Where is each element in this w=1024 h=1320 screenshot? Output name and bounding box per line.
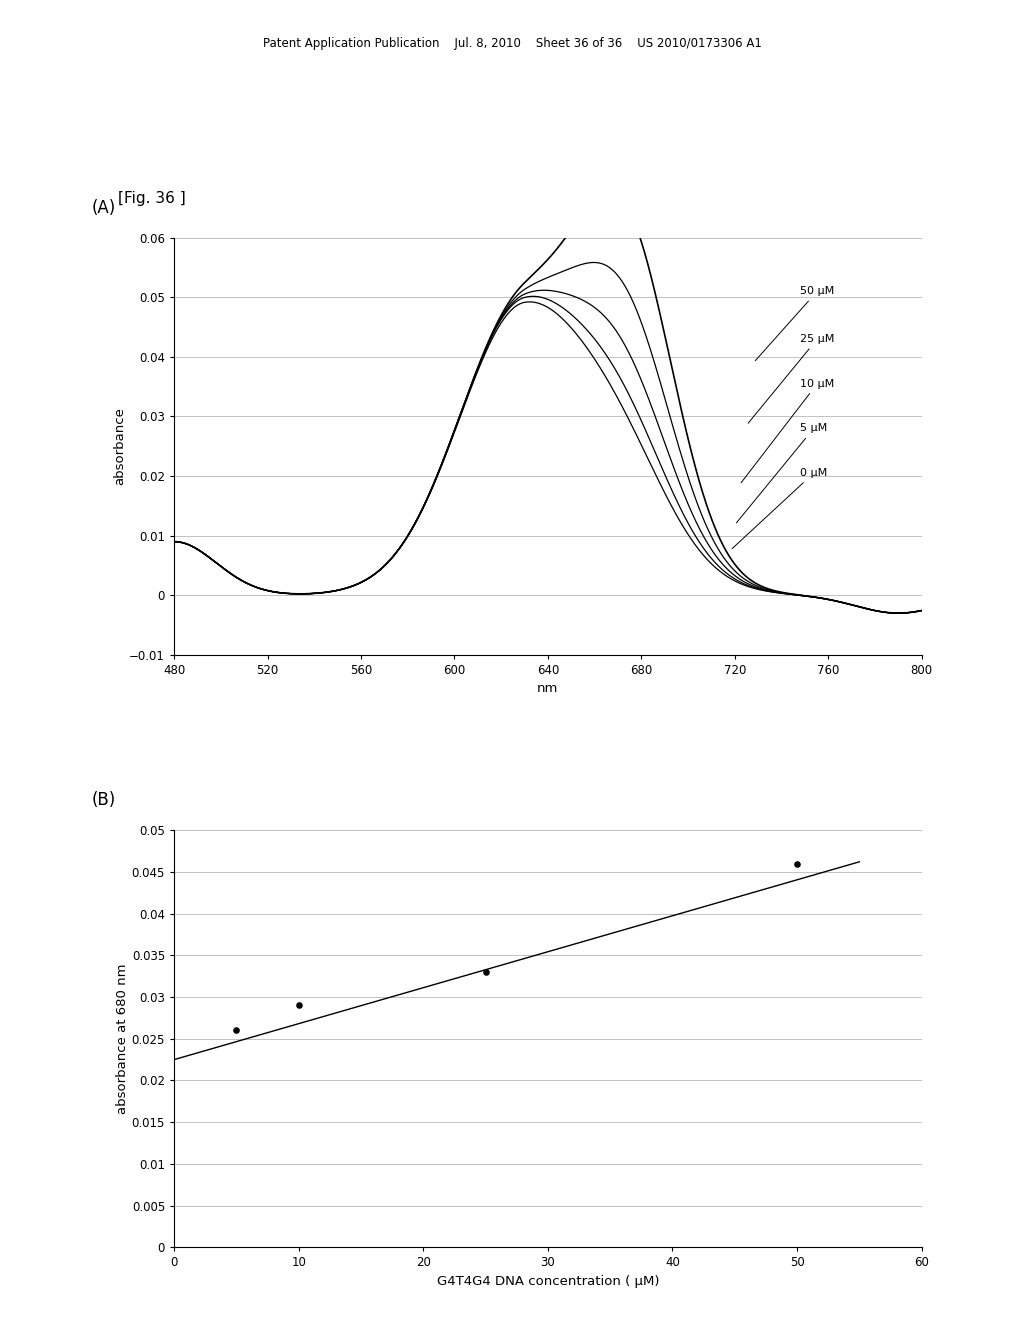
Point [477, 961, 494, 982]
Point [788, 853, 805, 874]
Text: Patent Application Publication    Jul. 8, 2010    Sheet 36 of 36    US 2010/0173: Patent Application Publication Jul. 8, 2… [262, 37, 762, 50]
Text: 10 μM: 10 μM [741, 379, 835, 483]
Text: 50 μM: 50 μM [756, 286, 835, 360]
X-axis label: G4T4G4 DNA concentration ( μM): G4T4G4 DNA concentration ( μM) [436, 1275, 659, 1288]
Text: 0 μM: 0 μM [732, 469, 827, 549]
Y-axis label: absorbance at 680 nm: absorbance at 680 nm [116, 964, 129, 1114]
Point [291, 995, 307, 1016]
Text: (A): (A) [92, 199, 116, 216]
Text: 5 μM: 5 μM [736, 424, 827, 523]
Text: (B): (B) [92, 791, 116, 809]
Point [228, 1020, 245, 1041]
Text: 25 μM: 25 μM [749, 334, 835, 424]
X-axis label: nm: nm [538, 682, 558, 696]
Text: [Fig. 36 ]: [Fig. 36 ] [118, 191, 185, 206]
Y-axis label: absorbance: absorbance [114, 408, 126, 486]
